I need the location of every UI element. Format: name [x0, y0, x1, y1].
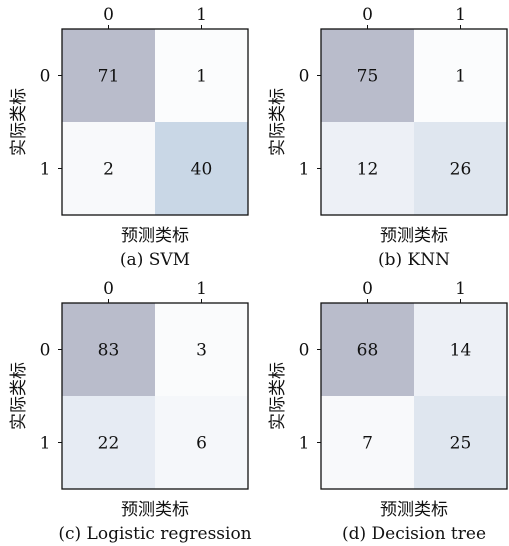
panel-3-xlabel: 预测类标: [121, 500, 189, 520]
panel-2-ylabel: 实际类标: [268, 88, 288, 156]
panel-2-xtick-label-1: 1: [455, 5, 466, 25]
panel-3-cell-value-0-1: 3: [196, 341, 207, 361]
panel-3-caption: (c) Logistic regression: [58, 524, 251, 544]
panel-3-cell-0-1: [155, 303, 248, 396]
panel-4-xtick-label-1: 1: [455, 279, 466, 299]
panel-1-frame: [61, 28, 249, 216]
panel-1-cell-value-0-1: 1: [196, 67, 207, 87]
panel-3-cell-value-1-1: 6: [196, 434, 207, 454]
panel-1-cell-0-0: [62, 29, 155, 122]
panel-1-cell-1-1: [155, 122, 248, 215]
panel-4-caption: (d) Decision tree: [342, 524, 486, 544]
panel-3-cell-value-1-0: 22: [98, 434, 120, 454]
panel-4-cell-1-1: [414, 396, 507, 489]
panel-4-ytick-label-0: 0: [299, 341, 310, 361]
panel-2-cell-1-1: [414, 122, 507, 215]
panel-1-cell-value-0-0: 71: [98, 67, 120, 87]
panel-2-cell-0-1: [414, 29, 507, 122]
panel-3-ylabel: 实际类标: [9, 362, 29, 430]
panel-1-cell-value-1-1: 40: [191, 160, 213, 180]
panel-4-ytick-label-1: 1: [299, 434, 310, 454]
panel-3-ytick-label-1: 1: [40, 434, 51, 454]
panel-3-cell-1-1: [155, 396, 248, 489]
panel-4-cell-0-0: [321, 303, 414, 396]
panel-3-xtick-label-1: 1: [196, 279, 207, 299]
panel-1-xtick-label-0: 0: [103, 5, 114, 25]
panel-2-frame: [320, 28, 508, 216]
panel-4-xtick-label-0: 0: [362, 279, 373, 299]
panel-4-cell-value-0-0: 68: [357, 341, 379, 361]
panel-3-cell-1-0: [62, 396, 155, 489]
panel-3-frame: [61, 302, 249, 490]
panel-4-xlabel: 预测类标: [380, 500, 448, 520]
panel-1-cell-1-0: [62, 122, 155, 215]
panel-1-cell-0-1: [155, 29, 248, 122]
panel-4-ylabel: 实际类标: [268, 362, 288, 430]
panel-3-ytick-label-0: 0: [40, 341, 51, 361]
panel-2-caption: (b) KNN: [378, 250, 450, 270]
panel-2-cell-value-1-0: 12: [357, 160, 379, 180]
panel-4-cell-value-0-1: 14: [450, 341, 472, 361]
panel-4-cell-0-1: [414, 303, 507, 396]
panel-2-cell-value-0-1: 1: [455, 67, 466, 87]
panel-2-ytick-label-1: 1: [299, 160, 310, 180]
panel-1-xlabel: 预测类标: [121, 226, 189, 246]
panel-2-cell-0-0: [321, 29, 414, 122]
panel-1-ytick-label-1: 1: [40, 160, 51, 180]
panel-1-cell-value-1-0: 2: [103, 160, 114, 180]
panel-2-xlabel: 预测类标: [380, 226, 448, 246]
panel-2-xtick-label-0: 0: [362, 5, 373, 25]
panel-3-cell-value-0-0: 83: [98, 341, 120, 361]
panel-3-cell-0-0: [62, 303, 155, 396]
panel-1-xtick-label-1: 1: [196, 5, 207, 25]
panel-4-cell-value-1-1: 25: [450, 434, 472, 454]
panel-2-cell-1-0: [321, 122, 414, 215]
panel-2-ytick-label-0: 0: [299, 67, 310, 87]
panel-1-caption: (a) SVM: [120, 250, 190, 270]
panel-4-frame: [320, 302, 508, 490]
panel-4-cell-1-0: [321, 396, 414, 489]
panel-2-cell-value-1-1: 26: [450, 160, 472, 180]
panel-3-xtick-label-0: 0: [103, 279, 114, 299]
panel-4-cell-value-1-0: 7: [362, 434, 373, 454]
panel-1-ylabel: 实际类标: [9, 88, 29, 156]
panel-2-cell-value-0-0: 75: [357, 67, 379, 87]
panel-1-ytick-label-0: 0: [40, 67, 51, 87]
